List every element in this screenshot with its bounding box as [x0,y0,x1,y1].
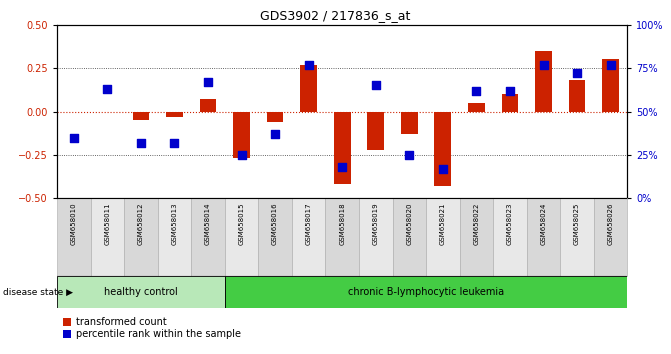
Text: GSM658023: GSM658023 [507,202,513,245]
Point [538,62,549,68]
Bar [166,112,183,117]
Text: GSM658019: GSM658019 [373,202,378,245]
Bar [368,112,384,150]
Bar [301,65,317,112]
Point [203,79,213,85]
Text: GSM658015: GSM658015 [239,202,244,245]
Point [471,88,482,93]
Point [337,164,348,170]
Bar [133,112,150,120]
Bar [502,94,519,112]
Point [102,86,113,92]
Text: GSM658018: GSM658018 [340,202,345,245]
Text: GSM658016: GSM658016 [272,202,278,245]
Bar [603,59,619,112]
Bar [158,198,191,276]
Text: GSM658020: GSM658020 [407,202,412,245]
Bar [124,198,158,276]
Point [169,140,180,145]
Text: chronic B-lymphocytic leukemia: chronic B-lymphocytic leukemia [348,287,504,297]
Bar [334,112,351,184]
Legend: transformed count, percentile rank within the sample: transformed count, percentile rank withi… [62,316,242,340]
Bar [258,198,292,276]
Bar [325,198,359,276]
Bar [57,276,225,308]
Bar [426,198,460,276]
Bar [225,276,627,308]
Text: disease state ▶: disease state ▶ [3,287,72,297]
Point [236,152,247,158]
Bar [57,198,91,276]
Text: healthy control: healthy control [104,287,178,297]
Bar [200,99,216,112]
Bar [91,198,124,276]
Text: GSM658025: GSM658025 [574,202,580,245]
Text: GSM658021: GSM658021 [440,202,446,245]
Bar [493,198,527,276]
Bar [267,112,283,122]
Point [605,62,616,68]
Point [136,140,146,145]
Point [370,82,381,88]
Point [68,135,79,140]
Point [437,166,448,172]
Point [572,70,582,76]
Point [303,62,314,68]
Bar [359,198,393,276]
Bar [535,51,552,112]
Text: GSM658026: GSM658026 [608,202,613,245]
Bar [393,198,426,276]
Bar [569,80,586,112]
Bar [292,198,325,276]
Point [505,88,515,93]
Point [404,152,415,158]
Bar [594,198,627,276]
Text: GSM658012: GSM658012 [138,202,144,245]
Text: GSM658010: GSM658010 [71,202,76,245]
Text: GSM658014: GSM658014 [205,202,211,245]
Text: GSM658022: GSM658022 [474,202,479,245]
Text: GDS3902 / 217836_s_at: GDS3902 / 217836_s_at [260,9,411,22]
Text: GSM658017: GSM658017 [306,202,311,245]
Bar [527,198,560,276]
Bar [234,112,250,158]
Text: GSM658024: GSM658024 [541,202,546,245]
Bar [460,198,493,276]
Bar [225,198,258,276]
Bar [560,198,594,276]
Bar [435,112,451,186]
Point [270,131,280,137]
Bar [468,103,484,112]
Text: GSM658013: GSM658013 [172,202,177,245]
Bar [401,112,417,134]
Bar [191,198,225,276]
Text: GSM658011: GSM658011 [105,202,110,245]
